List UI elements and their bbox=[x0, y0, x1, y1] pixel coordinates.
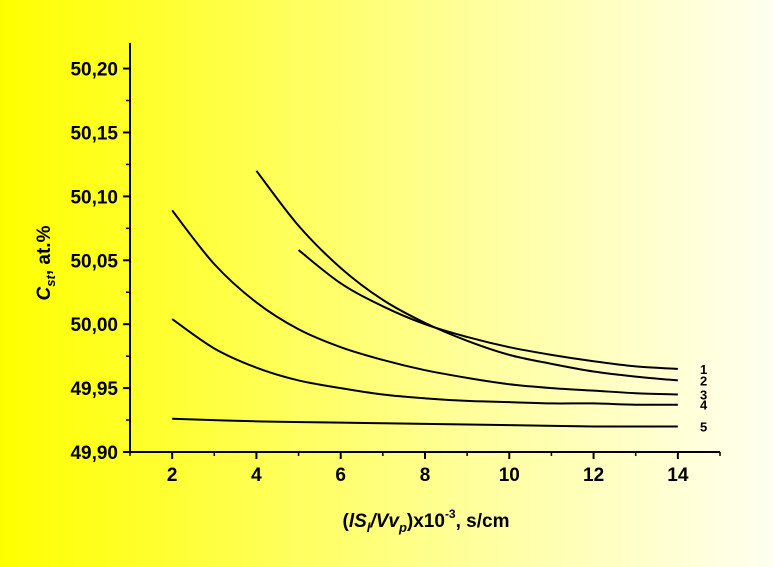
x-tick-label: 14 bbox=[667, 465, 689, 486]
x-tick-label: 10 bbox=[499, 465, 520, 486]
series-line-4 bbox=[171, 318, 678, 406]
axes bbox=[129, 43, 720, 453]
y-tick-label: 50,15 bbox=[70, 123, 118, 144]
series-label-5: 5 bbox=[700, 419, 707, 434]
series-line-3 bbox=[171, 209, 678, 396]
y-axis-title: Cst, at.% bbox=[34, 225, 58, 300]
y-tick-label: 50,00 bbox=[70, 315, 118, 336]
ticks: 2 4 6 8 10 12 1449,9049,9550,0050,0550,1050,15… bbox=[70, 60, 721, 486]
y-tick-label: 50,20 bbox=[70, 60, 118, 81]
y-tick-label: 49,90 bbox=[70, 443, 118, 464]
x-tick-label: 8 bbox=[420, 465, 431, 486]
x-tick-label: 12 bbox=[583, 465, 604, 486]
y-tick-label: 50,10 bbox=[70, 187, 118, 208]
x-tick-label: 2 bbox=[167, 465, 178, 486]
series-label-1: 1 bbox=[700, 362, 707, 377]
x-tick-label: 4 bbox=[251, 465, 262, 486]
series-label-3: 3 bbox=[700, 387, 707, 402]
y-tick-label: 49,95 bbox=[70, 379, 118, 400]
series-line-2 bbox=[255, 170, 678, 382]
series-line-1 bbox=[297, 249, 678, 370]
x-tick-label: 6 bbox=[335, 465, 346, 486]
series-label-4: 4 bbox=[700, 398, 708, 413]
series-label-2: 2 bbox=[700, 373, 707, 388]
series-line-5 bbox=[172, 417, 678, 428]
x-axis-title: (lSl/Vvp)x10-3, s/cm bbox=[343, 507, 510, 535]
series-group bbox=[171, 170, 678, 428]
y-tick-label: 50,05 bbox=[70, 251, 118, 272]
